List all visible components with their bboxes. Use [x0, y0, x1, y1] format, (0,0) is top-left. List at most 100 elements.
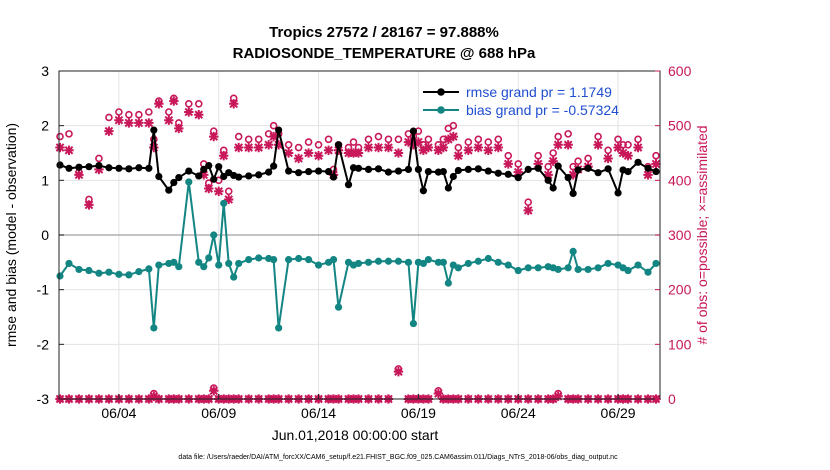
- bias-point: [604, 259, 612, 268]
- y-tick-label: 2: [41, 118, 49, 134]
- obs-assimilated-point: [348, 148, 359, 158]
- rmse-point: [115, 164, 123, 172]
- bias-point: [394, 257, 403, 265]
- rmse-point: [604, 165, 612, 173]
- obs-possible-point: [464, 138, 473, 146]
- obs-possible-point: [514, 160, 523, 168]
- obs-possible-point: [484, 138, 493, 146]
- rmse-point: [419, 187, 427, 195]
- bias-point: [85, 266, 93, 275]
- obs-assimilated-point: [199, 170, 209, 180]
- legend-bias-marker: [437, 106, 445, 114]
- bias-point: [444, 279, 452, 287]
- rmse-point: [329, 173, 338, 181]
- y-tick-label: -3: [37, 391, 50, 407]
- obs-possible-point: [549, 149, 557, 157]
- rmse-point: [549, 184, 557, 192]
- obs-assimilated-point: [548, 156, 558, 166]
- obs-possible-point: [534, 151, 543, 160]
- rmse-point: [569, 189, 577, 198]
- rmse-point: [354, 164, 363, 172]
- obs-possible-point: [269, 121, 278, 130]
- obs-assimilated-point: [149, 391, 159, 401]
- y-tick-label: -1: [37, 282, 50, 298]
- obs-assimilated-point: [84, 200, 94, 210]
- bias-point: [275, 324, 283, 332]
- obs-assimilated-point: [433, 145, 444, 155]
- rmse-point: [474, 165, 482, 173]
- obs-assimilated-point: [413, 137, 424, 147]
- bias-point: [210, 231, 218, 239]
- rmse-point: [584, 164, 592, 172]
- obs-assimilated-point: [473, 142, 483, 153]
- bias-point: [419, 259, 427, 268]
- obs-assimilated-point: [363, 142, 374, 153]
- obs-possible-point: [584, 154, 592, 163]
- series-assimilated: [55, 96, 661, 216]
- rmse-point: [594, 169, 602, 177]
- bias-point: [56, 272, 64, 280]
- obs-assimilated-point: [603, 153, 613, 164]
- x-tick-label: 06/14: [301, 405, 336, 421]
- rmse-point: [75, 163, 83, 171]
- rmse-point: [285, 167, 293, 175]
- series-bias: [56, 178, 660, 332]
- x-tick-label: 06/24: [501, 405, 536, 421]
- rmse-point: [424, 167, 432, 176]
- legend-rmse-marker: [437, 88, 445, 96]
- series-rmse: [56, 126, 660, 198]
- rmse-point: [220, 172, 228, 181]
- obs-possible-point: [194, 100, 203, 108]
- rmse-point: [170, 178, 178, 187]
- bias-point: [454, 264, 462, 272]
- obs-assimilated-point: [144, 118, 154, 128]
- bias-point: [150, 324, 158, 332]
- bias-point: [464, 259, 472, 268]
- obs-possible-point: [652, 151, 660, 160]
- obs-assimilated-point: [74, 170, 84, 180]
- obs-assimilated-point: [94, 164, 104, 175]
- obs-assimilated-point: [323, 145, 334, 155]
- obs-assimilated-point: [533, 159, 543, 169]
- obs-possible-point: [304, 138, 313, 146]
- obs-assimilated-point: [383, 142, 394, 153]
- obs-assimilated-point: [613, 142, 623, 153]
- rmse-point: [524, 165, 532, 173]
- obs-possible-point: [294, 143, 303, 152]
- obs-assimilated-point: [244, 142, 254, 153]
- bias-point: [220, 199, 228, 207]
- rmse-point: [484, 167, 492, 175]
- rmse-point: [56, 161, 64, 169]
- x-axis-label: Jun.01,2018 00:00:00 start: [272, 427, 439, 443]
- rmse-point: [544, 176, 552, 184]
- y2-tick-label: 0: [668, 391, 676, 407]
- obs-assimilated-point: [433, 388, 444, 399]
- obs-assimilated-point: [174, 123, 184, 134]
- obs-assimilated-point: [313, 151, 324, 161]
- bias-point: [439, 258, 447, 266]
- obs-assimilated-point: [253, 142, 264, 153]
- y2-tick-label: 600: [668, 63, 692, 79]
- bias-point: [634, 261, 642, 269]
- bias-point: [434, 258, 442, 266]
- rmse-point: [564, 174, 572, 182]
- obs-assimilated-point: [568, 170, 578, 180]
- rmse-point: [514, 174, 522, 182]
- legend-rmse-label: rmse grand pr = 1.1749: [466, 84, 612, 100]
- legend-bias-label: bias grand pr = -0.57324: [466, 102, 619, 118]
- rmse-point: [344, 181, 353, 189]
- obs-assimilated-point: [169, 96, 179, 106]
- y2-tick-label: 100: [668, 336, 692, 352]
- legend: rmse grand pr = 1.1749 bias grand pr = -…: [423, 84, 619, 118]
- obs-possible-point: [349, 138, 358, 146]
- rmse-point: [150, 126, 158, 134]
- rmse-point: [265, 168, 273, 176]
- rmse-point: [85, 163, 93, 171]
- obs-assimilated-point: [104, 126, 114, 136]
- obs-assimilated-point: [418, 145, 429, 155]
- rmse-point: [210, 175, 218, 183]
- rmse-point: [409, 127, 418, 135]
- rmse-point: [145, 164, 153, 172]
- obs-assimilated-point: [234, 142, 244, 153]
